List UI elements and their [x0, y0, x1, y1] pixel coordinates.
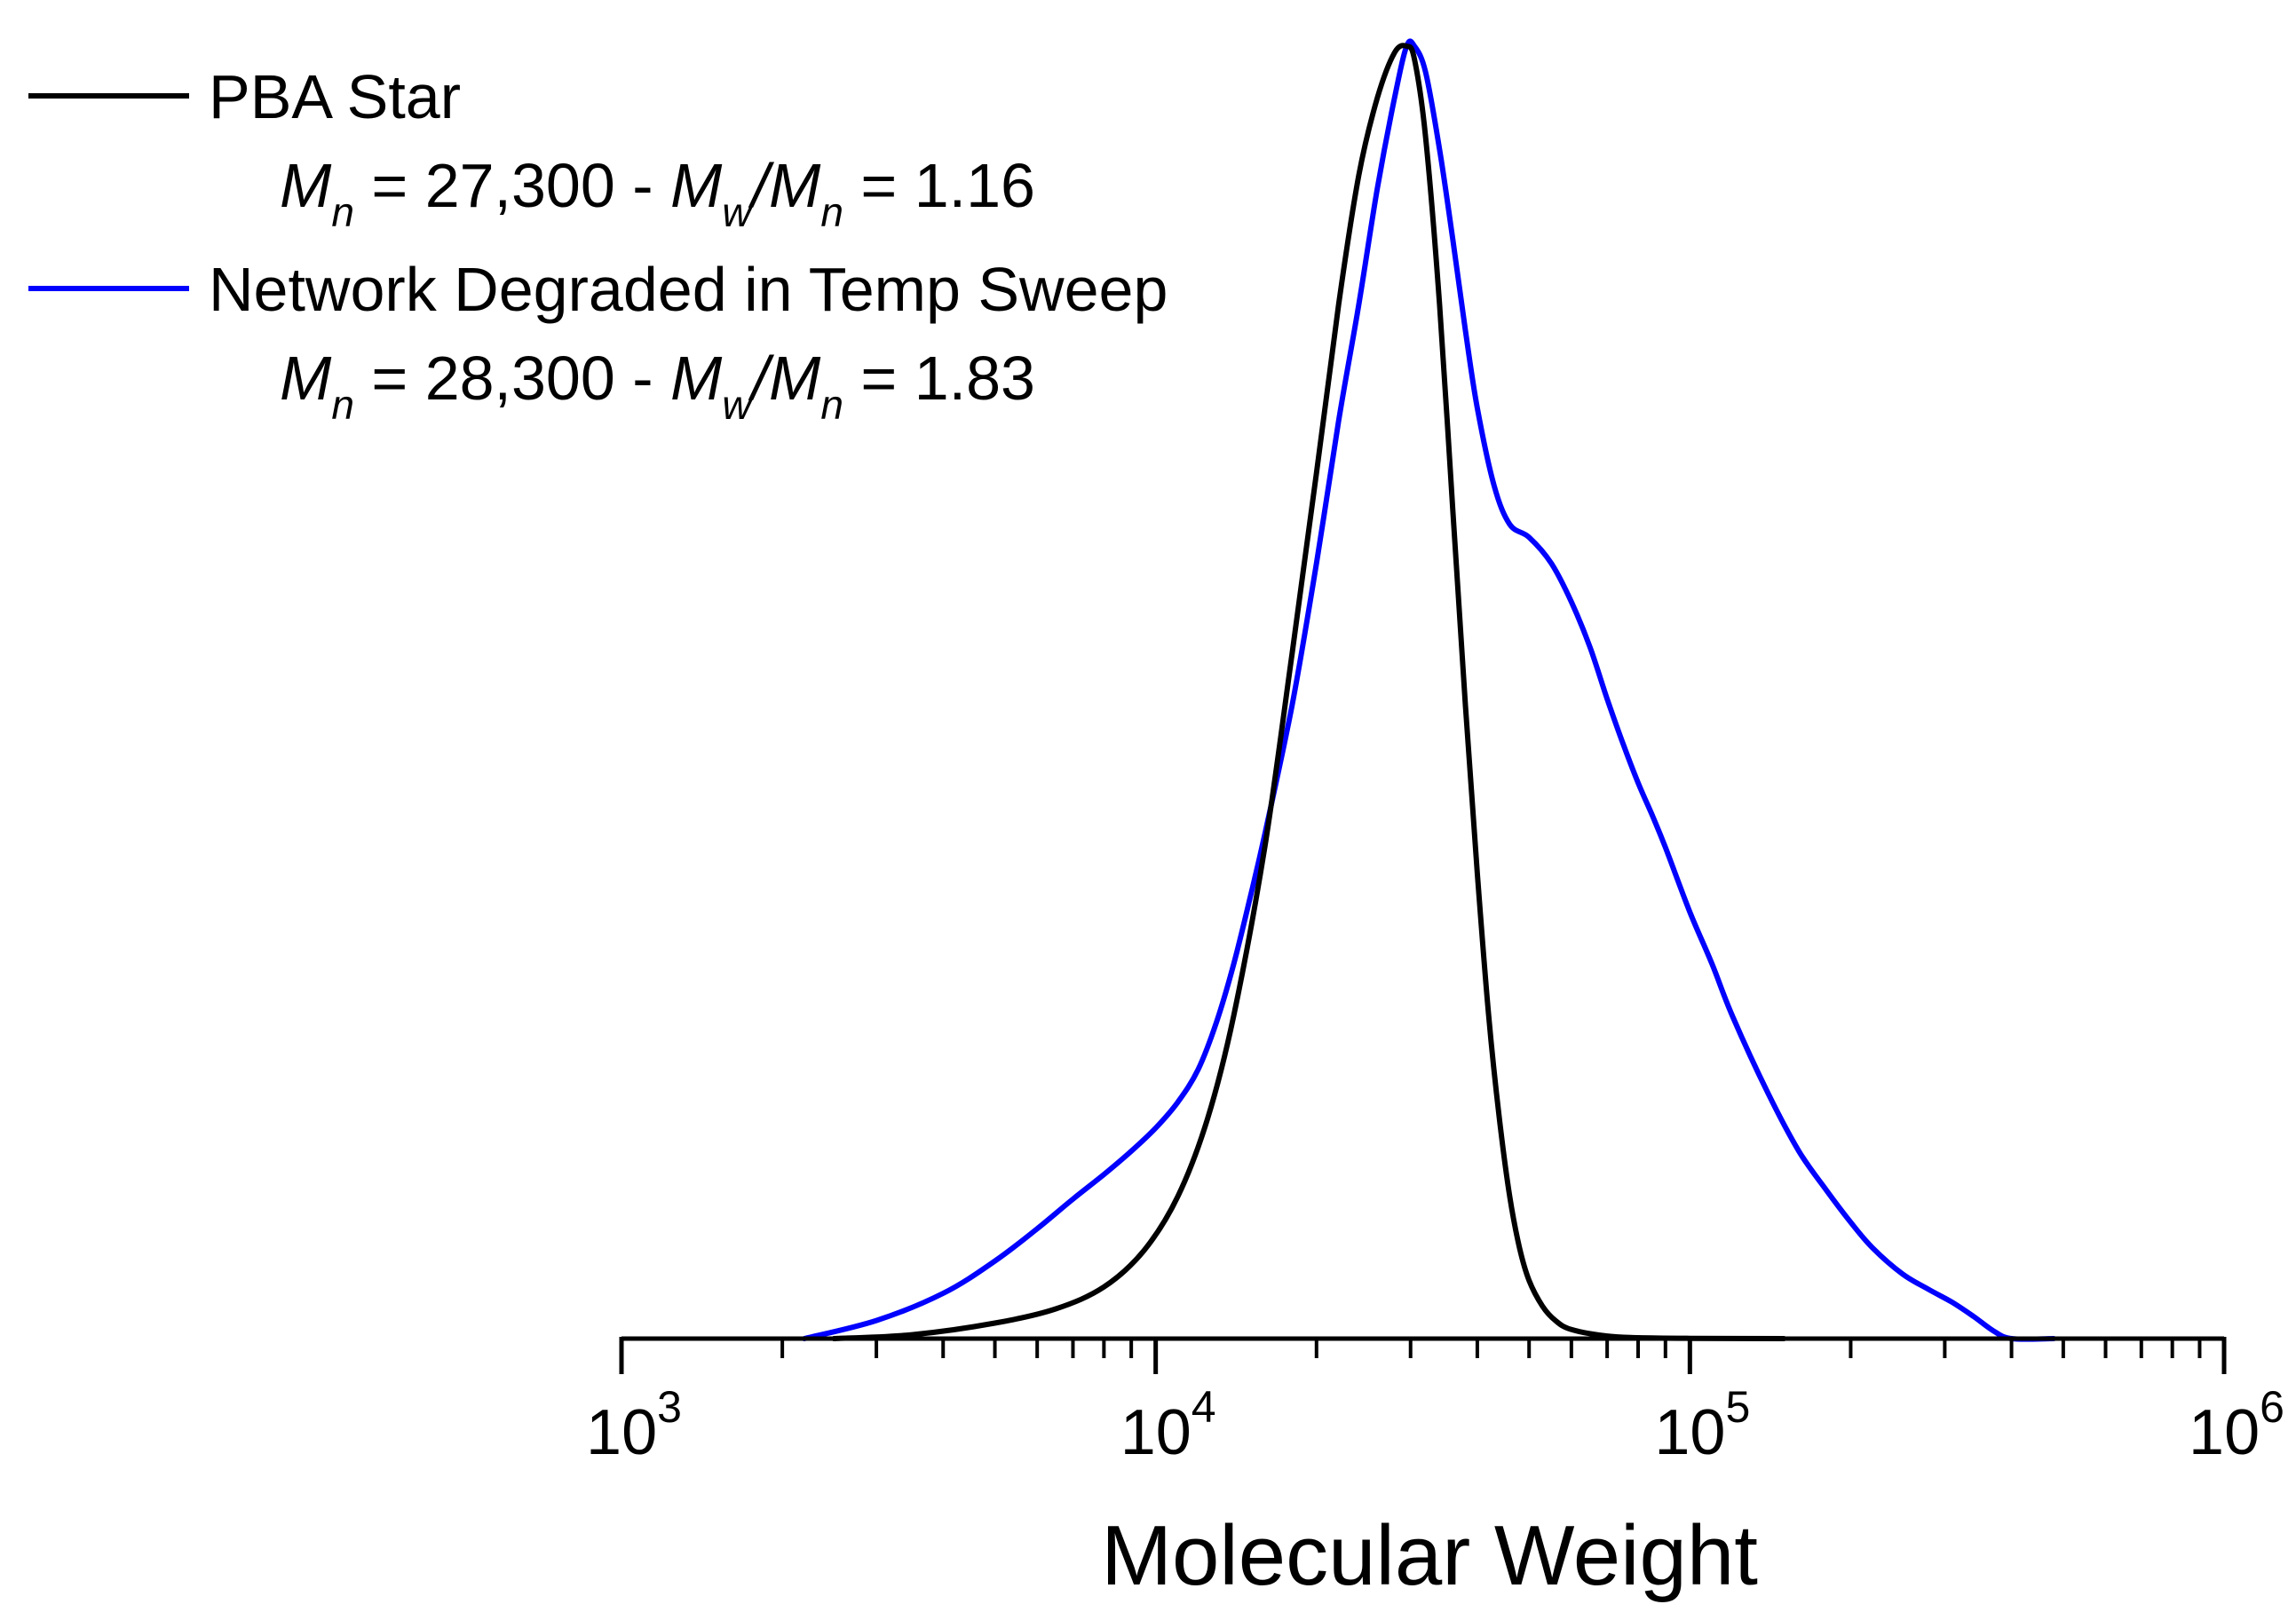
mw-symbol: M [670, 151, 723, 220]
x-tick-label-1e5: 105 [1654, 1382, 1750, 1468]
mw-symbol: M [670, 344, 723, 413]
tick-base: 10 [586, 1397, 657, 1468]
x-axis: 103 104 105 106 Molecular Weight [586, 1336, 2284, 1603]
legend-label-network-degraded: Network Degraded in Temp Sweep [209, 255, 1168, 324]
mn-value: 27,300 [425, 151, 615, 220]
mn-equals: = [354, 344, 425, 413]
pdi-equals: = [843, 344, 914, 413]
tick-exponent: 6 [2260, 1382, 2284, 1432]
x-axis-title: Molecular Weight [1101, 1508, 1758, 1603]
x-tick-label-1e4: 104 [1120, 1382, 1216, 1468]
mn2-subscript: n [820, 189, 843, 235]
series-line-network-degraded [802, 38, 2057, 1342]
legend-label-pba-star: PBA Star [209, 62, 461, 131]
mn-symbol: M [280, 151, 332, 220]
tick-base: 10 [1120, 1397, 1192, 1468]
tick-exponent: 5 [1725, 1382, 1750, 1432]
pdi-value: 1.16 [914, 151, 1035, 220]
legend: PBA Star Mn = 27,300 - Mw/Mn = 1.16 Netw… [28, 62, 1168, 428]
separator: - [615, 344, 670, 413]
tick-base: 10 [2189, 1397, 2260, 1468]
tick-exponent: 3 [657, 1382, 682, 1432]
x-tick-label-1e3: 103 [586, 1382, 682, 1468]
mw-subscript: w [722, 189, 754, 235]
mw-subscript: w [722, 382, 754, 428]
slash: /M [748, 151, 821, 220]
mn-equals: = [354, 151, 425, 220]
legend-stats-pba-star: Mn = 27,300 - Mw/Mn = 1.16 [280, 151, 1035, 235]
x-major-ticks [619, 1337, 2227, 1374]
separator: - [615, 151, 670, 220]
mn-subscript: n [331, 382, 354, 428]
x-minor-ticks [780, 1337, 2202, 1358]
legend-stats-network-degraded: Mn = 28,300 - Mw/Mn = 1.83 [280, 344, 1035, 428]
mn-subscript: n [331, 189, 354, 235]
series-line-pba-star [831, 43, 1787, 1341]
mn2-subscript: n [820, 382, 843, 428]
tick-exponent: 4 [1192, 1382, 1216, 1432]
mn-value: 28,300 [425, 344, 615, 413]
pdi-equals: = [843, 151, 914, 220]
plot-area [802, 38, 2057, 1342]
slash: /M [748, 344, 821, 413]
pdi-value: 1.83 [914, 344, 1035, 413]
x-tick-label-1e6: 106 [2189, 1382, 2284, 1468]
mn-symbol: M [280, 344, 332, 413]
tick-base: 10 [1654, 1397, 1725, 1468]
